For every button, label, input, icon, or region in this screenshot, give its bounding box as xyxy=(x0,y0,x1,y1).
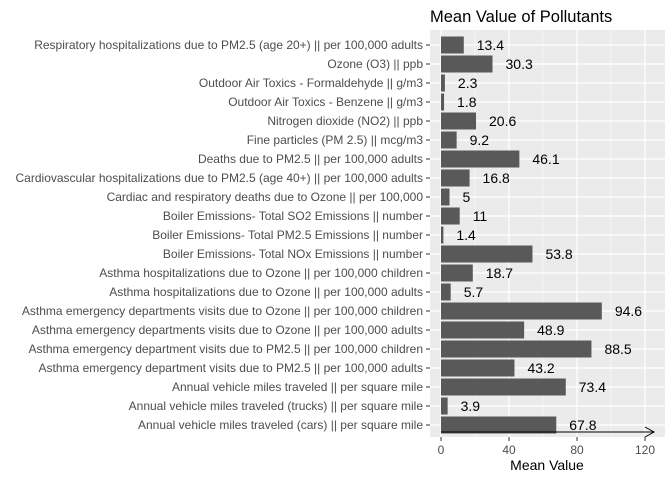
category-label: Cardiac and respiratory deaths due to Oz… xyxy=(107,190,424,204)
bar xyxy=(441,416,557,434)
bar xyxy=(441,378,566,396)
bar xyxy=(441,397,448,415)
bar xyxy=(441,207,460,225)
bar xyxy=(441,74,445,92)
bar xyxy=(441,36,464,54)
bar-value-label: 2.3 xyxy=(458,75,478,91)
bar-value-label: 43.2 xyxy=(527,360,554,376)
x-tick-label: 40 xyxy=(502,443,516,457)
chart-title: Mean Value of Pollutants xyxy=(430,8,612,26)
category-label: Ozone (O3) || ppb xyxy=(327,57,423,71)
bar-value-label: 1.8 xyxy=(457,94,477,110)
x-tick-label: 0 xyxy=(438,443,445,457)
bar xyxy=(441,188,450,206)
category-label: Asthma emergency department visits due t… xyxy=(29,342,423,356)
bar-value-label: 73.4 xyxy=(579,379,606,395)
bar xyxy=(441,321,525,339)
bar-value-label: 5.7 xyxy=(464,284,484,300)
bar xyxy=(441,112,477,130)
bar-value-label: 18.7 xyxy=(486,265,513,281)
category-label: Nitrogen dioxide (NO2) || ppb xyxy=(267,114,423,128)
bar-value-label: 88.5 xyxy=(604,341,631,357)
bar-value-label: 94.6 xyxy=(615,303,642,319)
bar xyxy=(441,169,470,187)
x-axis-arrow-head xyxy=(644,426,656,438)
bars: 13.430.3 2.3 1.8 20.6 9.2 46.1 16.8 511 1.4 53.8 1… xyxy=(441,36,642,434)
bar xyxy=(441,131,457,149)
category-label: Respiratory hospitalizations due to PM2.… xyxy=(34,38,423,52)
bar-value-label: 16.8 xyxy=(483,170,510,186)
x-tick-label: 120 xyxy=(635,443,655,457)
category-label: Asthma hospitalizations due to Ozone || … xyxy=(109,285,423,299)
category-label: Asthma emergency departments visits due … xyxy=(22,304,423,318)
category-labels: Respiratory hospitalizations due to PM2.… xyxy=(16,38,430,432)
bar xyxy=(441,245,533,263)
category-label: Outdoor Air Toxics - Formaldehyde || g/m… xyxy=(199,76,423,90)
bar xyxy=(441,93,445,111)
bar-value-label: 48.9 xyxy=(537,322,564,338)
category-label: Asthma emergency department visits due t… xyxy=(39,361,423,375)
bar-value-label: 20.6 xyxy=(489,113,516,129)
bar xyxy=(441,150,520,168)
bar-value-label: 46.1 xyxy=(532,151,559,167)
bar xyxy=(441,302,602,320)
category-label: Outdoor Air Toxics - Benzene || g/m3 xyxy=(228,95,423,109)
category-label: Boiler Emissions- Total PM2.5 Emissions … xyxy=(152,228,423,242)
category-label: Asthma hospitalizations due to Ozone || … xyxy=(99,266,423,280)
x-axis-arrow xyxy=(441,426,656,438)
bar xyxy=(441,226,444,244)
bar-value-label: 11 xyxy=(473,208,488,224)
bar-value-label: 1.4 xyxy=(456,227,476,243)
bar xyxy=(441,359,515,377)
bar-value-label: 3.9 xyxy=(461,398,481,414)
bar-value-label: 9.2 xyxy=(470,132,490,148)
category-label: Asthma emergency departments visits due … xyxy=(32,323,423,337)
bar-value-label: 30.3 xyxy=(506,56,533,72)
bar-value-label: 67.8 xyxy=(569,417,596,433)
x-axis-title: Mean Value xyxy=(510,457,584,473)
bar-value-label: 13.4 xyxy=(477,37,504,53)
category-label: Annual vehicle miles traveled (cars) || … xyxy=(138,418,423,432)
category-label: Boiler Emissions- Total SO2 Emissions ||… xyxy=(163,209,423,223)
category-label: Boiler Emissions- Total NOx Emissions ||… xyxy=(163,247,423,261)
category-label: Deaths due to PM2.5 || per 100,000 adult… xyxy=(198,152,423,166)
category-label: Fine particles (PM 2.5) || mcg/m3 xyxy=(247,133,424,147)
x-axis-ticks: 0 40 80 120 xyxy=(438,437,655,457)
x-tick-label: 80 xyxy=(570,443,584,457)
bar xyxy=(441,340,592,358)
bar-value-label: 53.8 xyxy=(545,246,572,262)
bar xyxy=(441,264,473,282)
category-label: Cardiovascular hospitalizations due to P… xyxy=(16,171,423,185)
category-label: Annual vehicle miles traveled (trucks) |… xyxy=(129,399,424,413)
category-label: Annual vehicle miles traveled || per squ… xyxy=(172,380,423,394)
bar-value-label: 5 xyxy=(463,189,471,205)
bar xyxy=(441,55,493,73)
bar xyxy=(441,283,451,301)
